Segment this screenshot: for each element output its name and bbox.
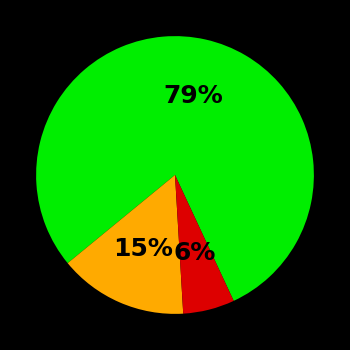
- Text: 79%: 79%: [163, 84, 223, 108]
- Text: 6%: 6%: [174, 241, 216, 265]
- Wedge shape: [175, 175, 234, 314]
- Wedge shape: [68, 175, 183, 314]
- Text: 15%: 15%: [113, 237, 173, 261]
- Wedge shape: [36, 36, 314, 301]
